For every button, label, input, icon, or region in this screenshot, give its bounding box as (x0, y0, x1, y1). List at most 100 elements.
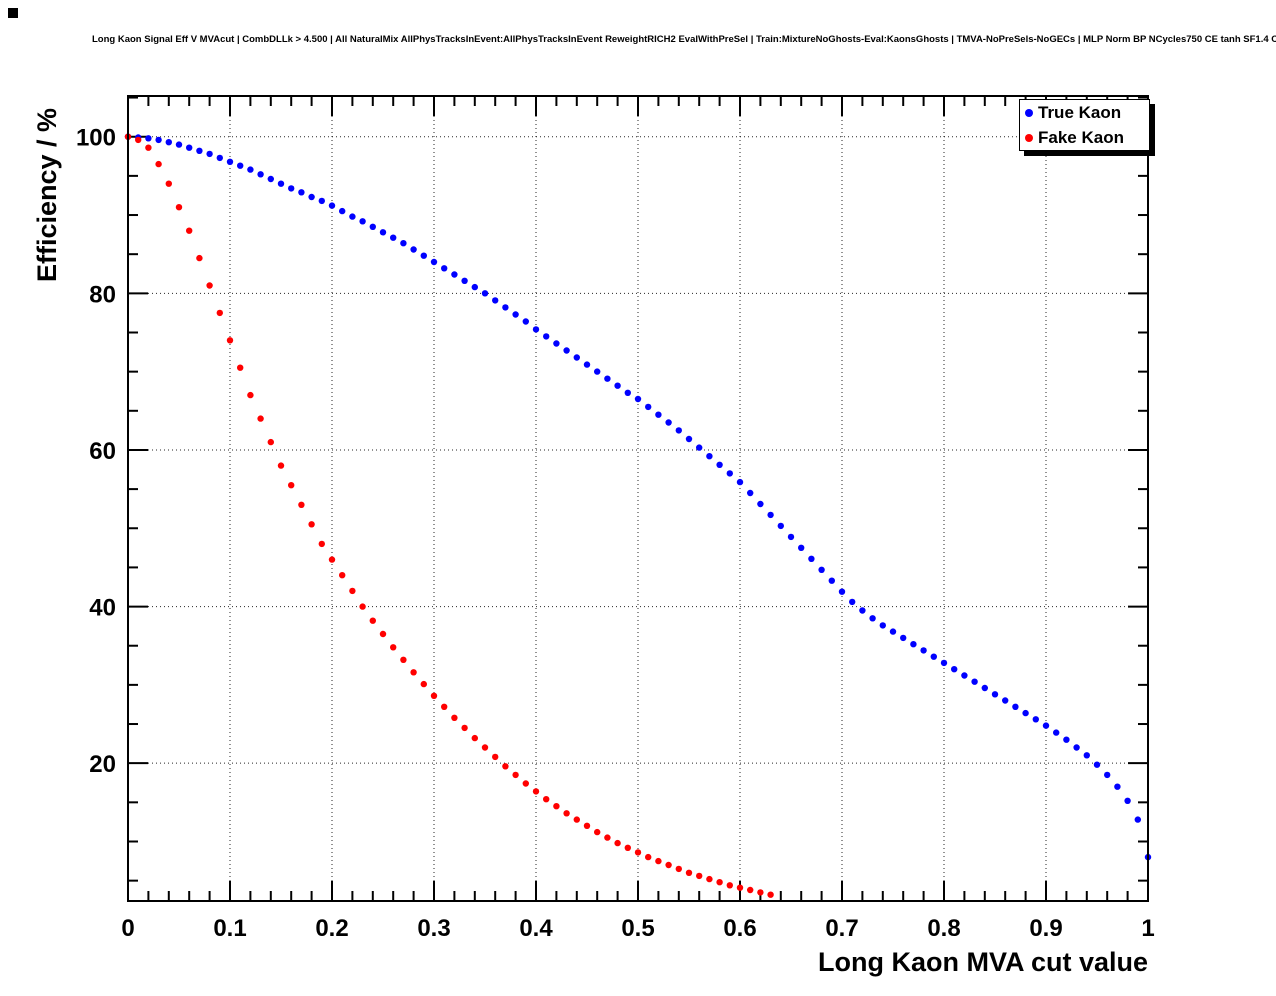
data-point (951, 666, 958, 673)
data-point (288, 185, 295, 192)
data-point (186, 227, 193, 234)
x-tick-label: 0.4 (519, 915, 553, 942)
data-point (349, 587, 356, 595)
data-point (206, 282, 213, 289)
legend-label-true-kaon: True Kaon (1038, 102, 1122, 122)
data-point (1104, 771, 1111, 779)
data-point (410, 669, 417, 676)
data-point (808, 555, 815, 562)
x-tick-label: 0.5 (621, 915, 654, 942)
data-point (716, 879, 723, 886)
data-point (196, 147, 203, 154)
data-point (1073, 744, 1080, 751)
data-point (339, 572, 346, 579)
data-point (155, 160, 162, 168)
data-point (420, 252, 427, 259)
data-point (155, 136, 162, 144)
data-point (1032, 716, 1040, 723)
data-point (665, 419, 672, 426)
data-point (1042, 722, 1050, 729)
data-point (1083, 752, 1091, 759)
data-point (441, 265, 448, 272)
y-axis-title: Efficiency / % (32, 108, 62, 282)
x-tick-label: 0.7 (825, 915, 858, 942)
data-point (1053, 729, 1060, 736)
data-point (267, 438, 274, 446)
data-point (481, 744, 489, 751)
data-point (328, 202, 336, 209)
data-point (267, 175, 274, 183)
x-tick-label: 0.3 (417, 915, 450, 942)
data-point (583, 361, 591, 368)
data-point (451, 271, 458, 278)
y-tick-label: 40 (89, 595, 116, 622)
data-point (573, 816, 580, 823)
data-point (420, 680, 427, 688)
data-point (1124, 797, 1131, 804)
data-point (553, 803, 560, 810)
data-point (145, 144, 152, 151)
data-point (257, 171, 264, 178)
data-point (502, 304, 509, 311)
data-point (828, 577, 835, 584)
data-point (879, 622, 886, 629)
data-point (492, 297, 499, 304)
data-point (379, 630, 387, 638)
data-point (247, 391, 254, 399)
data-point (512, 311, 519, 318)
data-point (614, 382, 621, 389)
data-point (369, 617, 376, 624)
data-point (522, 318, 529, 325)
data-point (288, 482, 295, 489)
data-point (216, 309, 223, 317)
data-point (767, 891, 774, 898)
data-point (920, 647, 927, 654)
data-point (165, 139, 172, 146)
data-point (359, 603, 366, 610)
x-tick-label: 0.6 (723, 915, 756, 942)
data-point (430, 692, 438, 699)
data-point (359, 218, 366, 225)
x-tick-label: 0 (121, 915, 134, 942)
data-point (390, 644, 397, 651)
plot-frame (127, 95, 1149, 902)
data-point (512, 771, 519, 779)
data-point (869, 615, 876, 622)
data-point (930, 653, 937, 660)
y-tick-label: 20 (89, 751, 116, 778)
data-point (339, 207, 346, 215)
data-point (277, 462, 285, 469)
data-point (390, 234, 397, 241)
data-point (940, 659, 948, 667)
data-point (655, 411, 662, 418)
legend-label-fake-kaon: Fake Kaon (1038, 127, 1124, 147)
data-point (1012, 703, 1019, 710)
data-point (451, 714, 458, 721)
data-point (308, 521, 315, 528)
data-point (696, 872, 703, 880)
data-point (777, 522, 784, 530)
data-point (563, 347, 570, 354)
data-point (216, 154, 223, 162)
data-point (247, 166, 254, 173)
data-point (226, 158, 234, 165)
data-point (573, 354, 580, 361)
data-point (900, 634, 907, 642)
data-point (349, 213, 356, 220)
data-point (747, 886, 754, 894)
data-point (787, 533, 795, 541)
data-point (543, 333, 550, 340)
legend-entry-true-kaon: True Kaon (1020, 100, 1149, 125)
data-point (757, 500, 764, 508)
data-point (308, 193, 315, 201)
data-point (1134, 816, 1142, 823)
data-point (298, 189, 305, 196)
data-point (318, 197, 325, 205)
data-point (594, 828, 601, 836)
data-point (645, 403, 652, 411)
data-point (298, 501, 305, 508)
data-point (726, 470, 733, 477)
data-point (400, 656, 407, 663)
data-point (257, 415, 264, 422)
